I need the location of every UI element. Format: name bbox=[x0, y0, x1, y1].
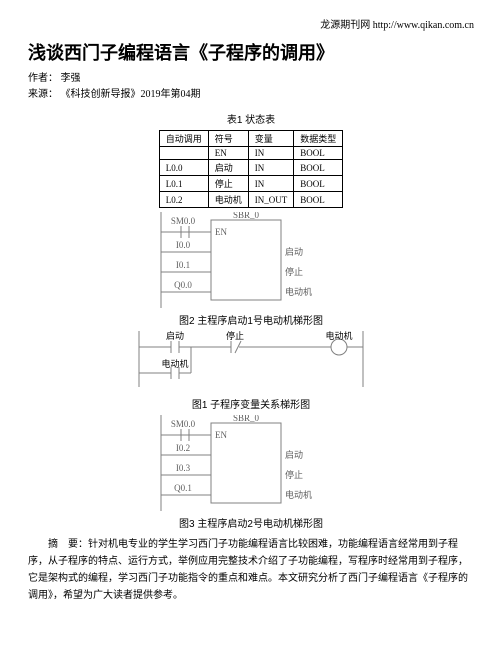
figure2-diagram: SBR_0 SM0.0 EN I0.0 启动 I0.1 停止 Q0.0 电动机 bbox=[151, 212, 351, 308]
svg-text:启动: 启动 bbox=[285, 246, 303, 257]
svg-text:电动机: 电动机 bbox=[285, 489, 312, 500]
svg-text:I0.0: I0.0 bbox=[176, 240, 191, 250]
source-label: 来源： bbox=[28, 89, 58, 100]
svg-text:电动机: 电动机 bbox=[325, 331, 352, 341]
svg-text:停止: 停止 bbox=[285, 469, 303, 480]
table-row: ENINBOOL bbox=[159, 147, 343, 160]
source: 《科技创新导报》2019年第04期 bbox=[61, 89, 201, 100]
figure3-caption: 图3 主程序启动2号电动机梯形图 bbox=[28, 515, 474, 530]
table-row: L0.1停止INBOOL bbox=[159, 176, 343, 192]
author: 李强 bbox=[61, 73, 81, 84]
svg-text:停止: 停止 bbox=[226, 331, 244, 341]
svg-text:SBR_0: SBR_0 bbox=[233, 415, 260, 423]
svg-text:启动: 启动 bbox=[166, 331, 184, 341]
table-row: L0.0启动INBOOL bbox=[159, 160, 343, 176]
table1-caption: 表1 状态表 bbox=[28, 111, 474, 126]
table-header: 符号 bbox=[208, 131, 248, 147]
header-link: 龙源期刊网 http://www.qikan.com.cn bbox=[28, 16, 474, 31]
status-table: 自动调用 符号 变量 数据类型 ENINBOOL L0.0启动INBOOL L0… bbox=[159, 130, 344, 208]
svg-text:EN: EN bbox=[215, 430, 227, 440]
svg-text:电动机: 电动机 bbox=[285, 286, 312, 297]
table-row: L0.2电动机IN_OUTBOOL bbox=[159, 192, 343, 208]
author-label: 作者： bbox=[28, 73, 58, 84]
svg-text:I0.2: I0.2 bbox=[176, 443, 190, 453]
svg-text:电动机: 电动机 bbox=[161, 358, 188, 369]
svg-text:SM0.0: SM0.0 bbox=[171, 419, 196, 429]
svg-text:Q0.0: Q0.0 bbox=[174, 280, 192, 290]
abstract-label: 摘 要： bbox=[48, 539, 88, 550]
svg-text:SBR_0: SBR_0 bbox=[233, 212, 260, 220]
abstract: 摘 要：针对机电专业的学生学习西门子功能编程语言比较困难，功能编程语言经常用到子… bbox=[28, 536, 474, 604]
svg-text:I0.3: I0.3 bbox=[176, 463, 191, 473]
figure2-caption: 图2 主程序启动1号电动机梯形图 bbox=[28, 312, 474, 327]
svg-text:停止: 停止 bbox=[285, 266, 303, 277]
site-url[interactable]: http://www.qikan.com.cn bbox=[373, 20, 474, 31]
table-header: 变量 bbox=[248, 131, 294, 147]
meta-block: 作者： 李强 来源： 《科技创新导报》2019年第04期 bbox=[28, 71, 474, 103]
site-label: 龙源期刊网 bbox=[320, 20, 370, 31]
figure3-diagram: SBR_0 SM0.0 EN I0.2 启动 I0.3 停止 Q0.1 电动机 bbox=[151, 415, 351, 511]
table-header: 自动调用 bbox=[159, 131, 208, 147]
figure1-caption: 图1 子程序变量关系梯形图 bbox=[28, 396, 474, 411]
page-title: 浅谈西门子编程语言《子程序的调用》 bbox=[28, 39, 474, 65]
abstract-text: 针对机电专业的学生学习西门子功能编程语言比较困难，功能编程语言经常用到子程序，从… bbox=[28, 539, 468, 601]
svg-text:SM0.0: SM0.0 bbox=[171, 216, 196, 226]
figure1-diagram: 启动 停止 电动机 电动机 bbox=[131, 331, 371, 392]
svg-text:EN: EN bbox=[215, 227, 227, 237]
table-header: 数据类型 bbox=[294, 131, 343, 147]
svg-text:Q0.1: Q0.1 bbox=[174, 483, 192, 493]
table-row: 自动调用 符号 变量 数据类型 bbox=[159, 131, 343, 147]
svg-text:I0.1: I0.1 bbox=[176, 260, 190, 270]
svg-text:启动: 启动 bbox=[285, 449, 303, 460]
